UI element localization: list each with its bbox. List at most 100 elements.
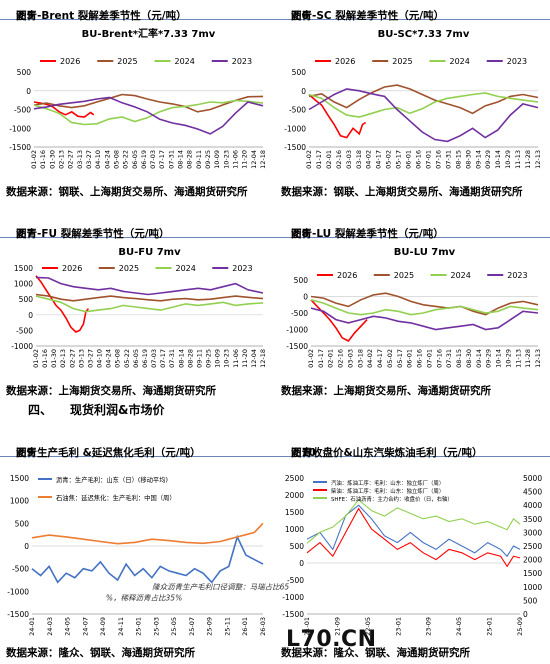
x-tick-label: 03-27 bbox=[85, 150, 93, 169]
x-tick-label: 06-16 bbox=[416, 349, 424, 368]
y-tick-label: -1000 bbox=[282, 593, 304, 602]
x-tick-label: 08-30 bbox=[465, 349, 473, 368]
y-tick-label: -500 bbox=[12, 565, 29, 574]
figure-8-title: 图8 沥青-LU 裂解差季节性（元/吨） bbox=[291, 228, 444, 240]
x-tick-label: 09-25 bbox=[204, 150, 212, 169]
y-tick-label: 0 bbox=[301, 87, 306, 96]
x-tick-label: 04-10 bbox=[94, 150, 102, 169]
legend-label: 石油焦：延迟焦化：生产毛利：中国（周） bbox=[56, 493, 176, 502]
x-tick-label: 09-14 bbox=[475, 349, 483, 368]
y-tick-label: -500 bbox=[14, 106, 31, 115]
x-tick-label: 01-02 bbox=[307, 349, 315, 368]
chart-panel-fig5: BU-Brent*汇率*7.33 7mv 500 0 -500 -1000 -1500 01… bbox=[0, 22, 275, 182]
x-tick-label: 09-29 bbox=[485, 349, 493, 368]
y-right-tick-label: 4500 bbox=[523, 488, 542, 497]
x-tick-label: 11-28 bbox=[524, 349, 532, 368]
x-tick-label: 22-05 bbox=[364, 617, 372, 636]
x-tick-label: 11-28 bbox=[524, 150, 532, 169]
annotation-line-2: %，稀释沥青占比35% bbox=[106, 593, 182, 602]
series-line-4 bbox=[310, 307, 539, 331]
chart-title: BU-SC*7.33 7mv bbox=[378, 29, 470, 40]
x-tick-label: 02-16 bbox=[335, 150, 343, 169]
y-right-tick-label: 2500 bbox=[523, 542, 542, 551]
y-tick-label: 500 bbox=[294, 276, 309, 285]
x-tick-label: 04-02 bbox=[366, 349, 374, 368]
figure-9-source: 数据来源：隆众、钢联、海通期货研究所 bbox=[6, 647, 195, 659]
series-line-3 bbox=[33, 99, 264, 126]
x-tick-label: 03-27 bbox=[86, 349, 94, 368]
y-tick-label: -1000 bbox=[7, 587, 29, 596]
x-tick-label: 06-19 bbox=[140, 150, 148, 169]
series-line-3 bbox=[308, 92, 539, 118]
series-line-2 bbox=[31, 522, 264, 545]
x-tick-label: 24-03 bbox=[46, 617, 54, 636]
figure-5-header: 图5 沥青-Brent 裂解差季节性（元/吨） bbox=[0, 0, 275, 22]
y-tick-label: 500 bbox=[292, 68, 307, 77]
x-tick-label: 04-02 bbox=[365, 150, 373, 169]
y-right-tick-label: 5000 bbox=[523, 474, 542, 483]
x-tick-label: 26-01 bbox=[241, 617, 249, 636]
y-tick-label: -500 bbox=[16, 326, 33, 335]
x-tick-label: 06-05 bbox=[131, 150, 139, 169]
x-tick-label: 05-02 bbox=[385, 150, 393, 169]
x-tick-label: 09-25 bbox=[205, 349, 213, 368]
legend-label: 2023 bbox=[507, 57, 527, 66]
y-right-tick-label: 2000 bbox=[523, 556, 542, 565]
x-tick-label: 04-17 bbox=[376, 349, 384, 368]
y-tick-label: -1000 bbox=[286, 326, 308, 335]
y-tick-label: 2500 bbox=[285, 474, 304, 483]
x-tick-label: 03-13 bbox=[77, 349, 85, 368]
x-tick-label: 06-16 bbox=[415, 150, 423, 169]
y-tick-label: -500 bbox=[289, 106, 306, 115]
x-tick-label: 02-27 bbox=[67, 150, 75, 169]
x-tick-label: 12-13 bbox=[534, 150, 542, 169]
x-tick-label: 08-28 bbox=[186, 150, 194, 169]
y-tick-label: 0 bbox=[299, 559, 304, 568]
x-tick-label: 10-23 bbox=[223, 349, 231, 368]
x-tick-label: 01-17 bbox=[315, 150, 323, 169]
x-tick-label: 09-29 bbox=[484, 150, 492, 169]
x-tick-label: 25-05 bbox=[170, 617, 178, 636]
x-tick-label: 03-03 bbox=[345, 150, 353, 169]
x-tick-label: 04-10 bbox=[96, 349, 104, 368]
x-tick-label: 11-20 bbox=[241, 349, 249, 368]
x-tick-label: 24-09 bbox=[99, 617, 107, 636]
series-line-2 bbox=[35, 293, 264, 302]
x-tick-label: 07-31 bbox=[167, 150, 175, 169]
chart-panel-fig9: 1500 1000 500 0 -500 -1000 -1500 24-01 24-03 24-0… bbox=[0, 458, 289, 644]
x-tick-label: 06-19 bbox=[141, 349, 149, 368]
x-tick-label: 08-30 bbox=[464, 150, 472, 169]
x-tick-label: 03-03 bbox=[346, 349, 354, 368]
y-tick-label: 0 bbox=[26, 87, 31, 96]
y-tick-label: 1500 bbox=[10, 474, 29, 483]
figure-7-header: 图7 沥青-FU 裂解差季节性（元/吨） bbox=[0, 218, 275, 240]
x-tick-label: 05-22 bbox=[123, 349, 131, 368]
y-tick-label: -500 bbox=[291, 309, 308, 318]
x-tick-label: 10-14 bbox=[495, 349, 503, 368]
x-tick-label: 09-11 bbox=[195, 150, 203, 169]
series-line-3 bbox=[310, 299, 539, 316]
series-line-1 bbox=[306, 504, 521, 558]
x-tick-label: 07-17 bbox=[159, 349, 167, 368]
x-tick-label: 08-14 bbox=[177, 150, 185, 169]
x-tick-label: 01-30 bbox=[50, 349, 58, 368]
chart-title: BU-LU 7mv bbox=[394, 247, 456, 258]
x-tick-label: 03-13 bbox=[76, 150, 84, 169]
x-tick-label: 01-17 bbox=[317, 349, 325, 368]
section-number: 四、 bbox=[28, 403, 53, 417]
x-tick-label: 07-03 bbox=[149, 150, 157, 169]
x-tick-label: 23-01 bbox=[394, 617, 402, 636]
x-tick-label: 02-13 bbox=[57, 150, 65, 169]
x-tick-label: 21-09 bbox=[333, 617, 341, 636]
y-tick-label: -1500 bbox=[9, 143, 31, 152]
x-tick-label: 25-11 bbox=[223, 617, 231, 636]
series-line-2 bbox=[310, 292, 539, 316]
x-tick-label: 05-17 bbox=[395, 150, 403, 169]
x-tick-label: 02-13 bbox=[59, 349, 67, 368]
y-tick-label: 500 bbox=[17, 68, 32, 77]
x-tick-label: 05-02 bbox=[386, 349, 394, 368]
x-tick-label: 02-27 bbox=[68, 349, 76, 368]
